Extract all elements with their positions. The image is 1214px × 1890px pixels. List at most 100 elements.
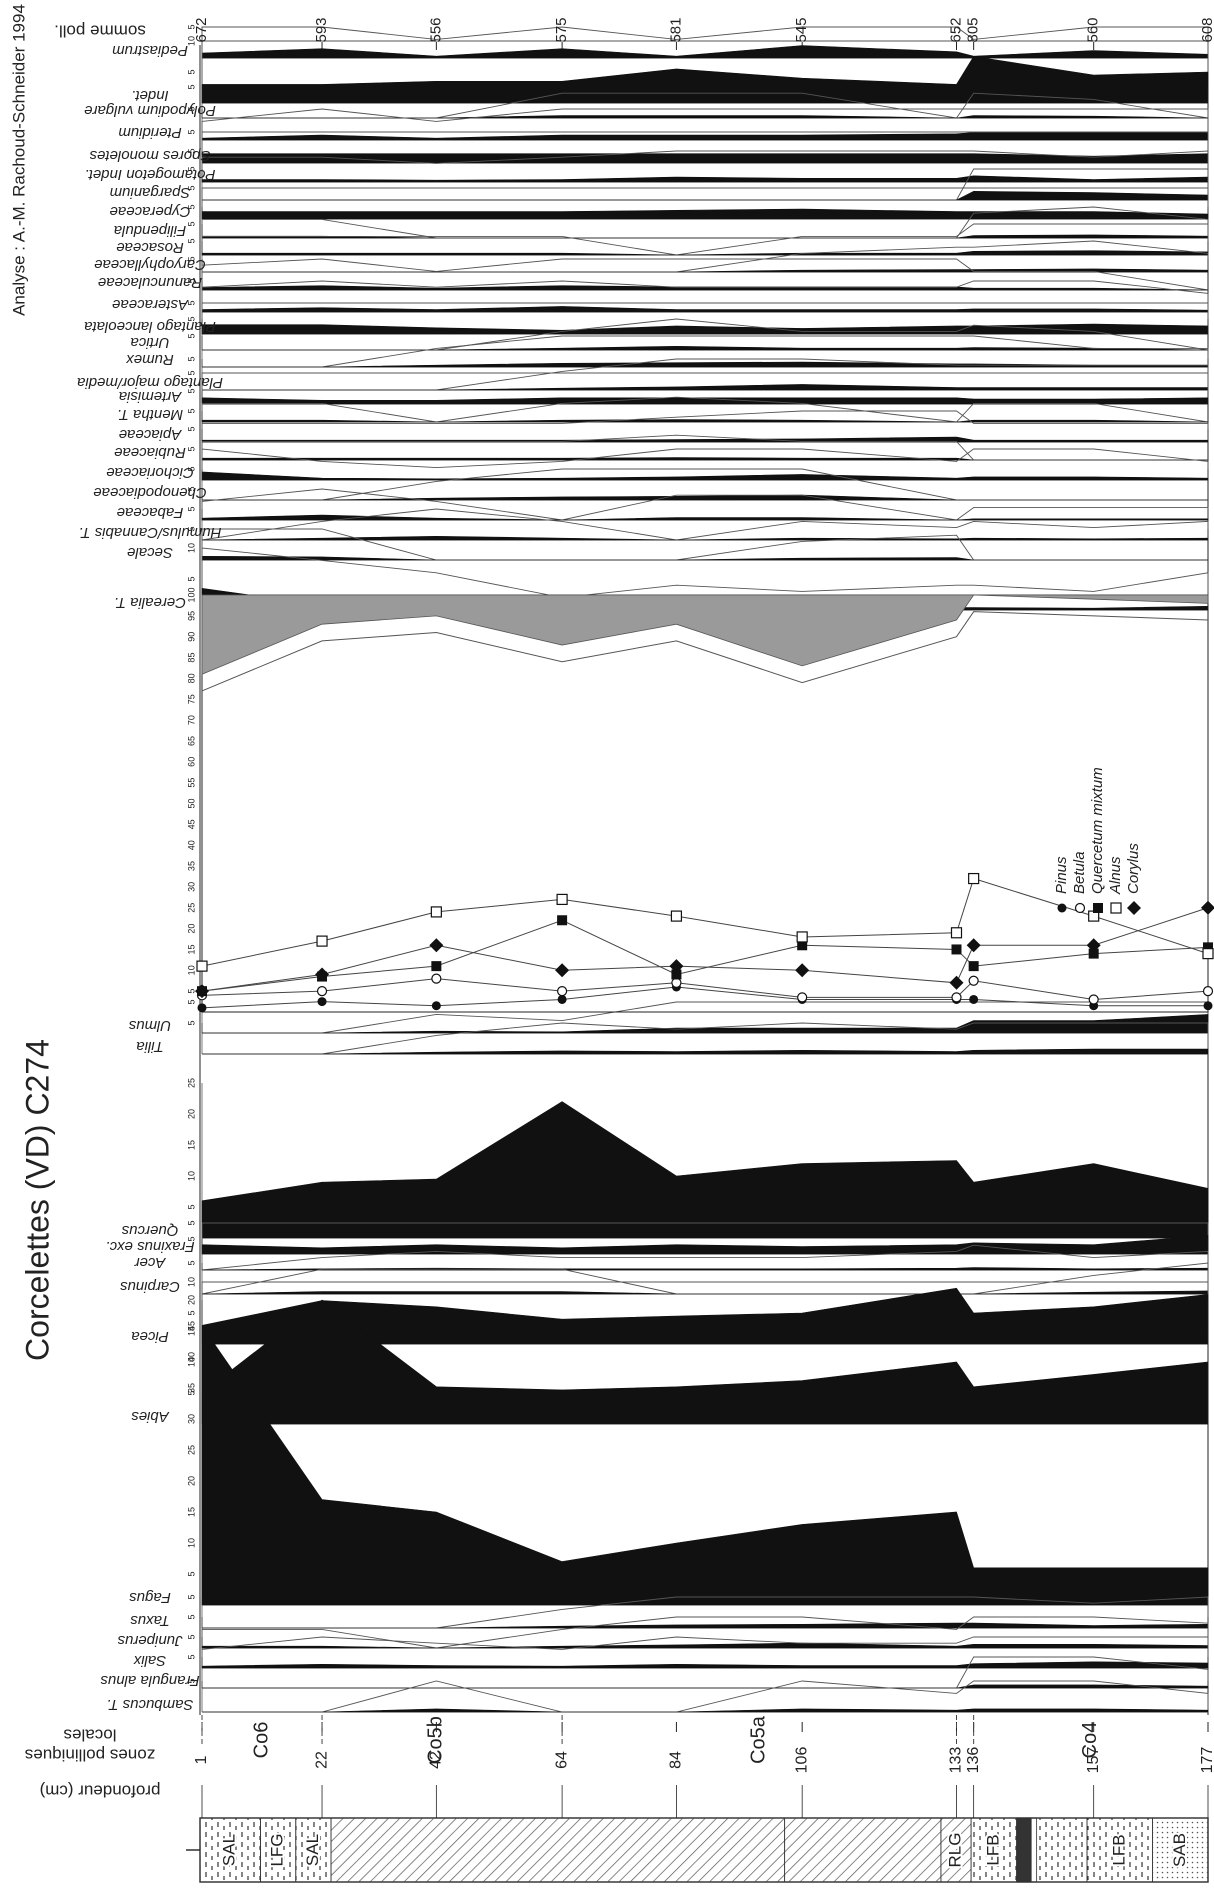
taxon-label: Mentha T. <box>117 406 183 423</box>
pollen-sum: 581 <box>667 17 684 42</box>
panel-tick-label: 5 <box>186 84 196 89</box>
pollen-sum: 593 <box>313 17 330 42</box>
taxon-exaggeration <box>201 1281 1209 1345</box>
tree-tick-label: 30 <box>186 882 196 892</box>
panel-tick-label: 5 <box>186 356 196 361</box>
taxon-exaggeration <box>201 410 1209 443</box>
betula-marker <box>1074 902 1086 914</box>
pinus-marker <box>969 994 979 1004</box>
taxon-area <box>202 1014 1209 1034</box>
alnus-marker <box>556 893 568 906</box>
tree-tick-label: 100 <box>186 587 196 602</box>
taxon-area <box>202 191 1209 201</box>
zone-label: Co5b <box>425 1716 447 1764</box>
taxon-area <box>202 384 1209 391</box>
quercetum-marker <box>968 961 979 972</box>
taxon-label: Humulus/Cannabis T. <box>79 524 222 541</box>
tree-tick-label: 65 <box>186 736 196 746</box>
lithology-unit <box>784 1817 942 1883</box>
corylus-marker <box>795 963 810 978</box>
tree-tick-label: 85 <box>186 653 196 663</box>
taxon-area <box>201 132 1209 141</box>
panel-tick-label: 5 <box>186 446 196 451</box>
betula-marker <box>557 986 568 997</box>
tree-tick-label: 5 <box>186 989 196 994</box>
taxon-area <box>201 175 1209 183</box>
series-line <box>201 978 1209 1000</box>
pollen-sum: 805 <box>965 17 982 42</box>
tree-tick-label: 10 <box>186 965 196 975</box>
tree-tick-label: 15 <box>186 944 196 954</box>
pollen-sum-title: somme poll. <box>54 22 146 41</box>
alnus-marker <box>670 910 683 922</box>
corylus-marker <box>195 984 209 999</box>
taxon-label: Ulmus <box>128 1017 171 1034</box>
taxon-exaggeration <box>201 508 1209 541</box>
panel-tick-label: 5 <box>186 370 196 375</box>
taxon-exaggeration <box>201 396 1209 423</box>
taxon-area <box>202 1708 1209 1713</box>
panel-tick-label: 35 <box>186 1383 196 1393</box>
tree-panel <box>201 594 1209 1013</box>
panel-tick-label: 10 <box>186 1538 196 1548</box>
taxon-label: Asteraceae <box>112 296 189 313</box>
panel-tick-label: 15 <box>186 1507 196 1517</box>
panel-tick-label: 5 <box>186 388 196 393</box>
lithology-label: RLG <box>945 1833 964 1868</box>
taxon-label: Potamogeton Indet. <box>85 166 216 183</box>
panel-tick-label: 5 <box>186 1204 196 1209</box>
taxon-area <box>201 555 1208 561</box>
taxon-area <box>201 285 1209 291</box>
taxon-label: Carpinus <box>119 1278 180 1295</box>
taxon-exaggeration <box>201 488 1209 521</box>
panel-tick-label: 5 <box>186 278 196 283</box>
panel-tick-label: 5 <box>186 1310 196 1315</box>
taxon-label: Rubiaceae <box>114 444 186 461</box>
taxon-label: Pteridium <box>118 124 181 141</box>
pinus-marker <box>1057 903 1067 913</box>
taxon-exaggeration <box>201 434 1208 461</box>
tree-sum-outline <box>201 611 1209 692</box>
panel-tick-label: 5 <box>186 1634 196 1639</box>
panel-tick-label: 5 <box>186 129 196 134</box>
taxon-area <box>202 345 1209 351</box>
zone-label: Co6 <box>250 1722 272 1759</box>
pinus-marker <box>557 994 567 1004</box>
panel-tick-label: 5 <box>186 1220 196 1225</box>
taxon-label: Plantago major/media <box>77 374 223 391</box>
panel-tick-label: 5 <box>186 1236 196 1241</box>
pinus-marker <box>317 997 327 1007</box>
taxon-exaggeration <box>202 335 1209 368</box>
taxon-area <box>202 361 1209 368</box>
lithology-label: SAL <box>303 1834 322 1866</box>
taxon-exaggeration <box>201 108 1209 141</box>
corylus-marker <box>1086 938 1101 953</box>
panel-tick-label: 5 <box>186 426 196 431</box>
panel-tick-label: 5 <box>186 1678 196 1683</box>
taxon-label: Urtica <box>130 334 169 351</box>
taxon-exaggeration <box>201 1636 1209 1669</box>
quercetum-marker <box>557 915 568 926</box>
site-title: Corcelettes (VD) C274 <box>19 1039 55 1361</box>
taxon-area <box>202 1684 1209 1689</box>
panel-tick-label: 25 <box>186 1445 196 1455</box>
panel-tick-label: 40 <box>186 1352 196 1362</box>
betula-marker <box>1202 986 1214 997</box>
taxon-label: Taxus <box>130 1612 170 1629</box>
pinus-marker <box>431 1001 441 1011</box>
panel-tick-label: 5 <box>186 466 196 471</box>
betula-marker <box>797 992 808 1003</box>
taxon-area <box>201 419 1209 423</box>
lithology-unit <box>295 1817 332 1883</box>
legend-label: Quercetum mixtum <box>1089 767 1106 894</box>
tree-tick-label: 50 <box>186 798 196 808</box>
taxon-label: Rumex <box>126 351 174 368</box>
lithology-unit <box>1152 1817 1209 1883</box>
depth-label: 84 <box>668 1751 685 1769</box>
panel-tick-label: 5 <box>186 1571 196 1576</box>
panel-tick-label: 5 <box>186 238 196 243</box>
depth-label: 1 <box>193 1755 210 1764</box>
betula-marker <box>1088 994 1099 1005</box>
taxon-exaggeration <box>202 1680 1209 1713</box>
series-line <box>201 877 1209 967</box>
